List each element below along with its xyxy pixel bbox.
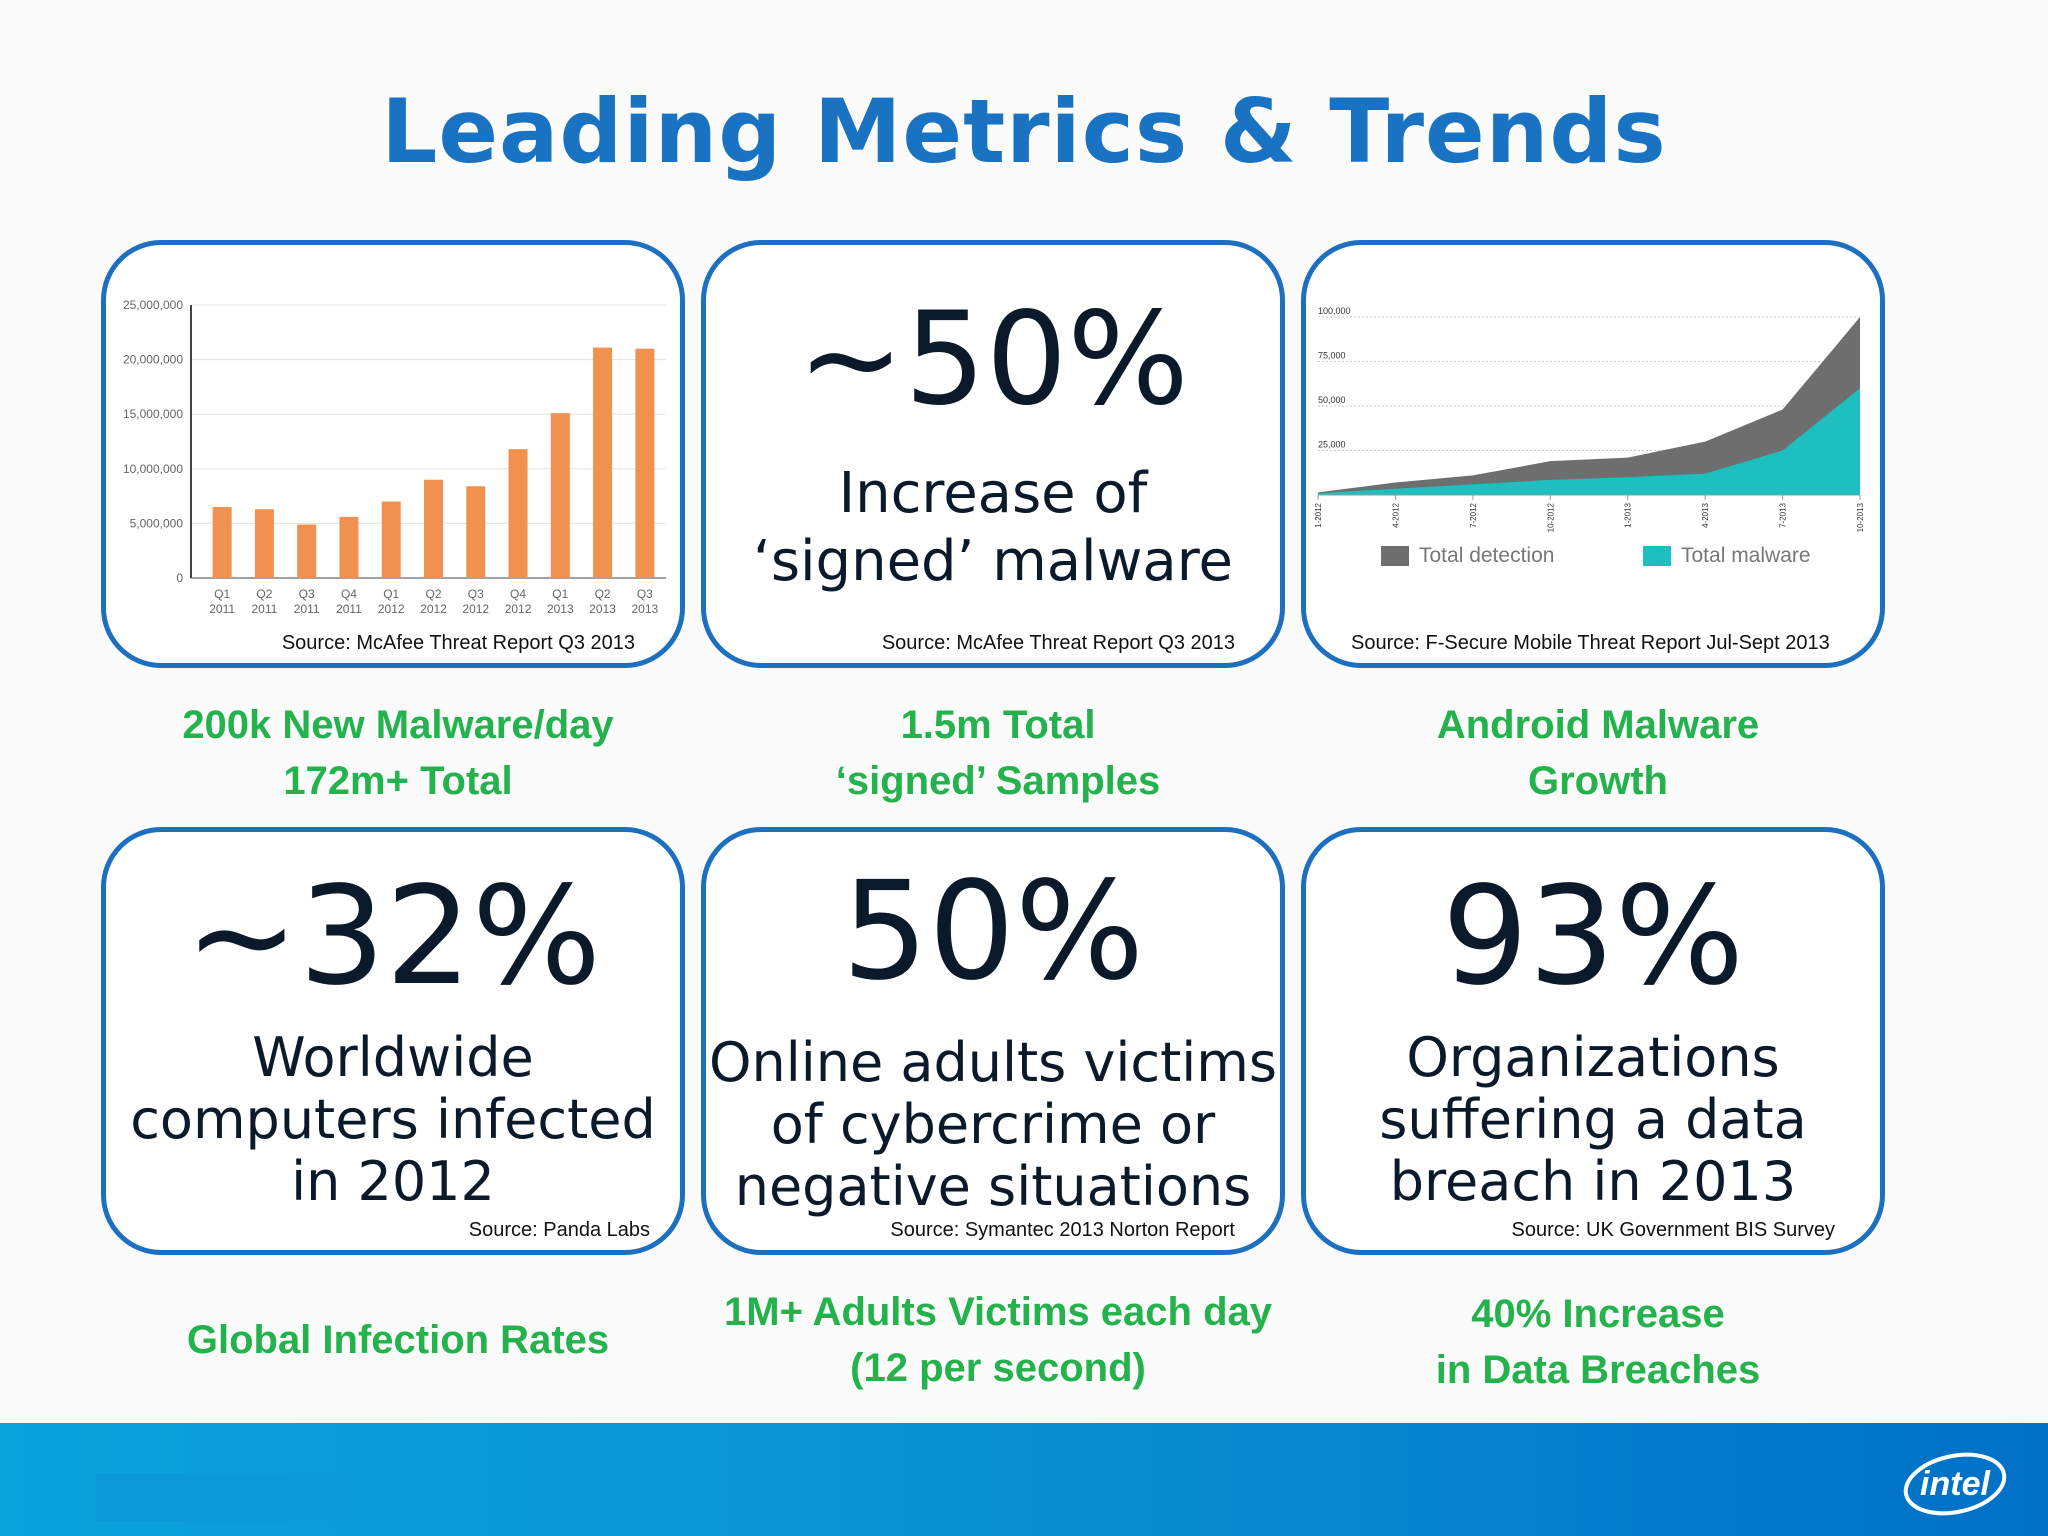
- infected-panel: ~32% Worldwide computers infected in 201…: [101, 827, 685, 1255]
- bar-x-tick-label: 2013: [547, 602, 574, 616]
- bar-x-tick-label: Q2: [425, 587, 441, 601]
- bar-y-tick-label: 20,000,000: [123, 353, 183, 367]
- area-series-total-detection: [1318, 317, 1860, 495]
- intel-logo-text: intel: [1920, 1465, 1991, 1503]
- signed-malware-value: ~50%: [797, 285, 1189, 434]
- malware-chart-source: Source: McAfee Threat Report Q3 2013: [281, 632, 635, 654]
- bar-x-tick-label: 2012: [420, 602, 447, 616]
- caption-data-breaches: 40% Increase in Data Breaches: [1435, 1292, 1761, 1392]
- bar-8: [550, 413, 570, 578]
- bar-y-tick-label: 0: [176, 571, 183, 585]
- bar-y-tick-label: 10,000,000: [123, 462, 183, 476]
- bar-x-tick-label: 2013: [632, 602, 659, 616]
- infected-value: ~32%: [184, 858, 602, 1016]
- android-area-chart: 25,000 50,000 75,000 100,000 1-2012 4-2012 7-2…: [1314, 306, 1865, 567]
- bar-7: [508, 449, 528, 578]
- area-x-tick-label: 10-2012: [1546, 502, 1555, 532]
- breach-source: Source: UK Government BIS Survey: [1511, 1219, 1835, 1241]
- bar-x-tick-label: 2012: [505, 602, 532, 616]
- area-x-tick-label: 10-2013: [1856, 502, 1865, 532]
- android-chart-panel: 25,000 50,000 75,000 100,000 1-2012 4-2012 7-2…: [1301, 240, 1885, 668]
- bar-y-tick-label: 25,000,000: [123, 298, 183, 312]
- legend-label-total-detection: Total detection: [1419, 544, 1554, 567]
- malware-chart-panel: 0 5,000,000 10,000,000 15,000,000 20,000,000…: [101, 240, 685, 668]
- bar-x-tick-label: 2012: [378, 602, 405, 616]
- bar-x-tick-label: Q4: [510, 587, 526, 601]
- area-x-tick-label: 7-2012: [1469, 502, 1478, 527]
- bar-0: [212, 507, 232, 578]
- legend-swatch-total-detection: [1381, 546, 1409, 566]
- area-x-tick-label: 1-2013: [1624, 502, 1633, 527]
- bar-x-tick-label: 2013: [589, 602, 616, 616]
- page-title: Leading Metrics & Trends: [381, 80, 1667, 183]
- footer-bar: intel: [0, 1423, 2048, 1536]
- breach-panel: 93% Organizations suffering a data breac…: [1301, 827, 1885, 1255]
- bar-x-tick-label: Q3: [299, 587, 315, 601]
- bar-4: [381, 501, 401, 578]
- bar-y-tick-label: 5,000,000: [130, 516, 184, 530]
- bar-x-tick-label: 2011: [209, 602, 235, 616]
- bar-x-tick-label: Q4: [341, 587, 357, 601]
- caption-global-infection: Global Infection Rates: [186, 1318, 610, 1362]
- breach-desc: Organizations suffering a data breach in…: [1379, 1026, 1807, 1213]
- bar-x-tick-label: 2011: [294, 602, 320, 616]
- area-x-tick-label: 1-2012: [1314, 502, 1323, 527]
- bar-10: [635, 348, 655, 578]
- signed-malware-source: Source: McAfee Threat Report Q3 2013: [881, 632, 1235, 654]
- caption-android-growth: Android Malware Growth: [1436, 703, 1760, 803]
- area-x-tick-label: 4-2012: [1391, 502, 1400, 527]
- bar-x-tick-label: Q2: [256, 587, 272, 601]
- bar-x-tick-label: Q3: [637, 587, 653, 601]
- area-x-tick-label: 7-2013: [1779, 502, 1788, 527]
- area-y-tick-label: 100,000: [1318, 306, 1351, 316]
- bar-x-tick-label: Q1: [552, 587, 568, 601]
- area-y-tick-label: 25,000: [1318, 440, 1346, 450]
- caption-adults-victims: 1M+ Adults Victims each day (12 per seco…: [724, 1290, 1272, 1390]
- bar-x-tick-label: 2011: [336, 602, 362, 616]
- bar-9: [593, 347, 613, 578]
- bar-y-tick-label: 15,000,000: [123, 407, 183, 421]
- infected-source: Source: Panda Labs: [468, 1219, 650, 1241]
- bar-x-tick-label: Q1: [383, 587, 399, 601]
- malware-bar-chart: 0 5,000,000 10,000,000 15,000,000 20,000,000…: [123, 298, 666, 616]
- bar-1: [254, 509, 274, 578]
- area-y-tick-label: 50,000: [1318, 395, 1346, 405]
- bar-3: [339, 516, 359, 578]
- caption-signed-samples: 1.5m Total ‘signed’ Samples: [835, 703, 1161, 803]
- android-chart-source: Source: F-Secure Mobile Threat Report Ju…: [1351, 632, 1830, 654]
- bar-5: [424, 479, 443, 578]
- bar-x-tick-label: Q3: [468, 587, 484, 601]
- victims-source: Source: Symantec 2013 Norton Report: [890, 1219, 1235, 1241]
- footer-placeholder-box: [96, 1473, 352, 1521]
- legend-label-total-malware: Total malware: [1681, 544, 1811, 567]
- bar-x-tick-label: 2011: [252, 602, 278, 616]
- bar-x-tick-label: Q1: [214, 587, 230, 601]
- area-series-total-malware: [1318, 388, 1860, 495]
- infected-desc: Worldwide computers infected in 2012: [130, 1026, 656, 1213]
- intel-logo: intel: [1903, 1452, 2007, 1516]
- bar-6: [466, 486, 486, 578]
- bar-x-tick-label: Q2: [595, 587, 611, 601]
- signed-malware-desc: Increase of ‘signed’ malware: [753, 461, 1233, 594]
- signed-malware-panel: ~50% Increase of ‘signed’ malware Source…: [701, 240, 1285, 668]
- victims-panel: 50% Online adults victims of cybercrime …: [701, 827, 1285, 1255]
- victims-value: 50%: [841, 853, 1145, 1011]
- caption-malware-per-day: 200k New Malware/day 172m+ Total: [182, 703, 614, 803]
- legend-swatch-total-malware: [1643, 546, 1671, 566]
- bar-x-tick-label: 2012: [462, 602, 489, 616]
- area-y-tick-label: 75,000: [1318, 351, 1346, 361]
- victims-desc: Online adults victims of cybercrime or n…: [709, 1031, 1277, 1218]
- bar-2: [297, 524, 317, 578]
- area-x-tick-label: 4-2013: [1701, 502, 1710, 527]
- breach-value: 93%: [1441, 858, 1745, 1016]
